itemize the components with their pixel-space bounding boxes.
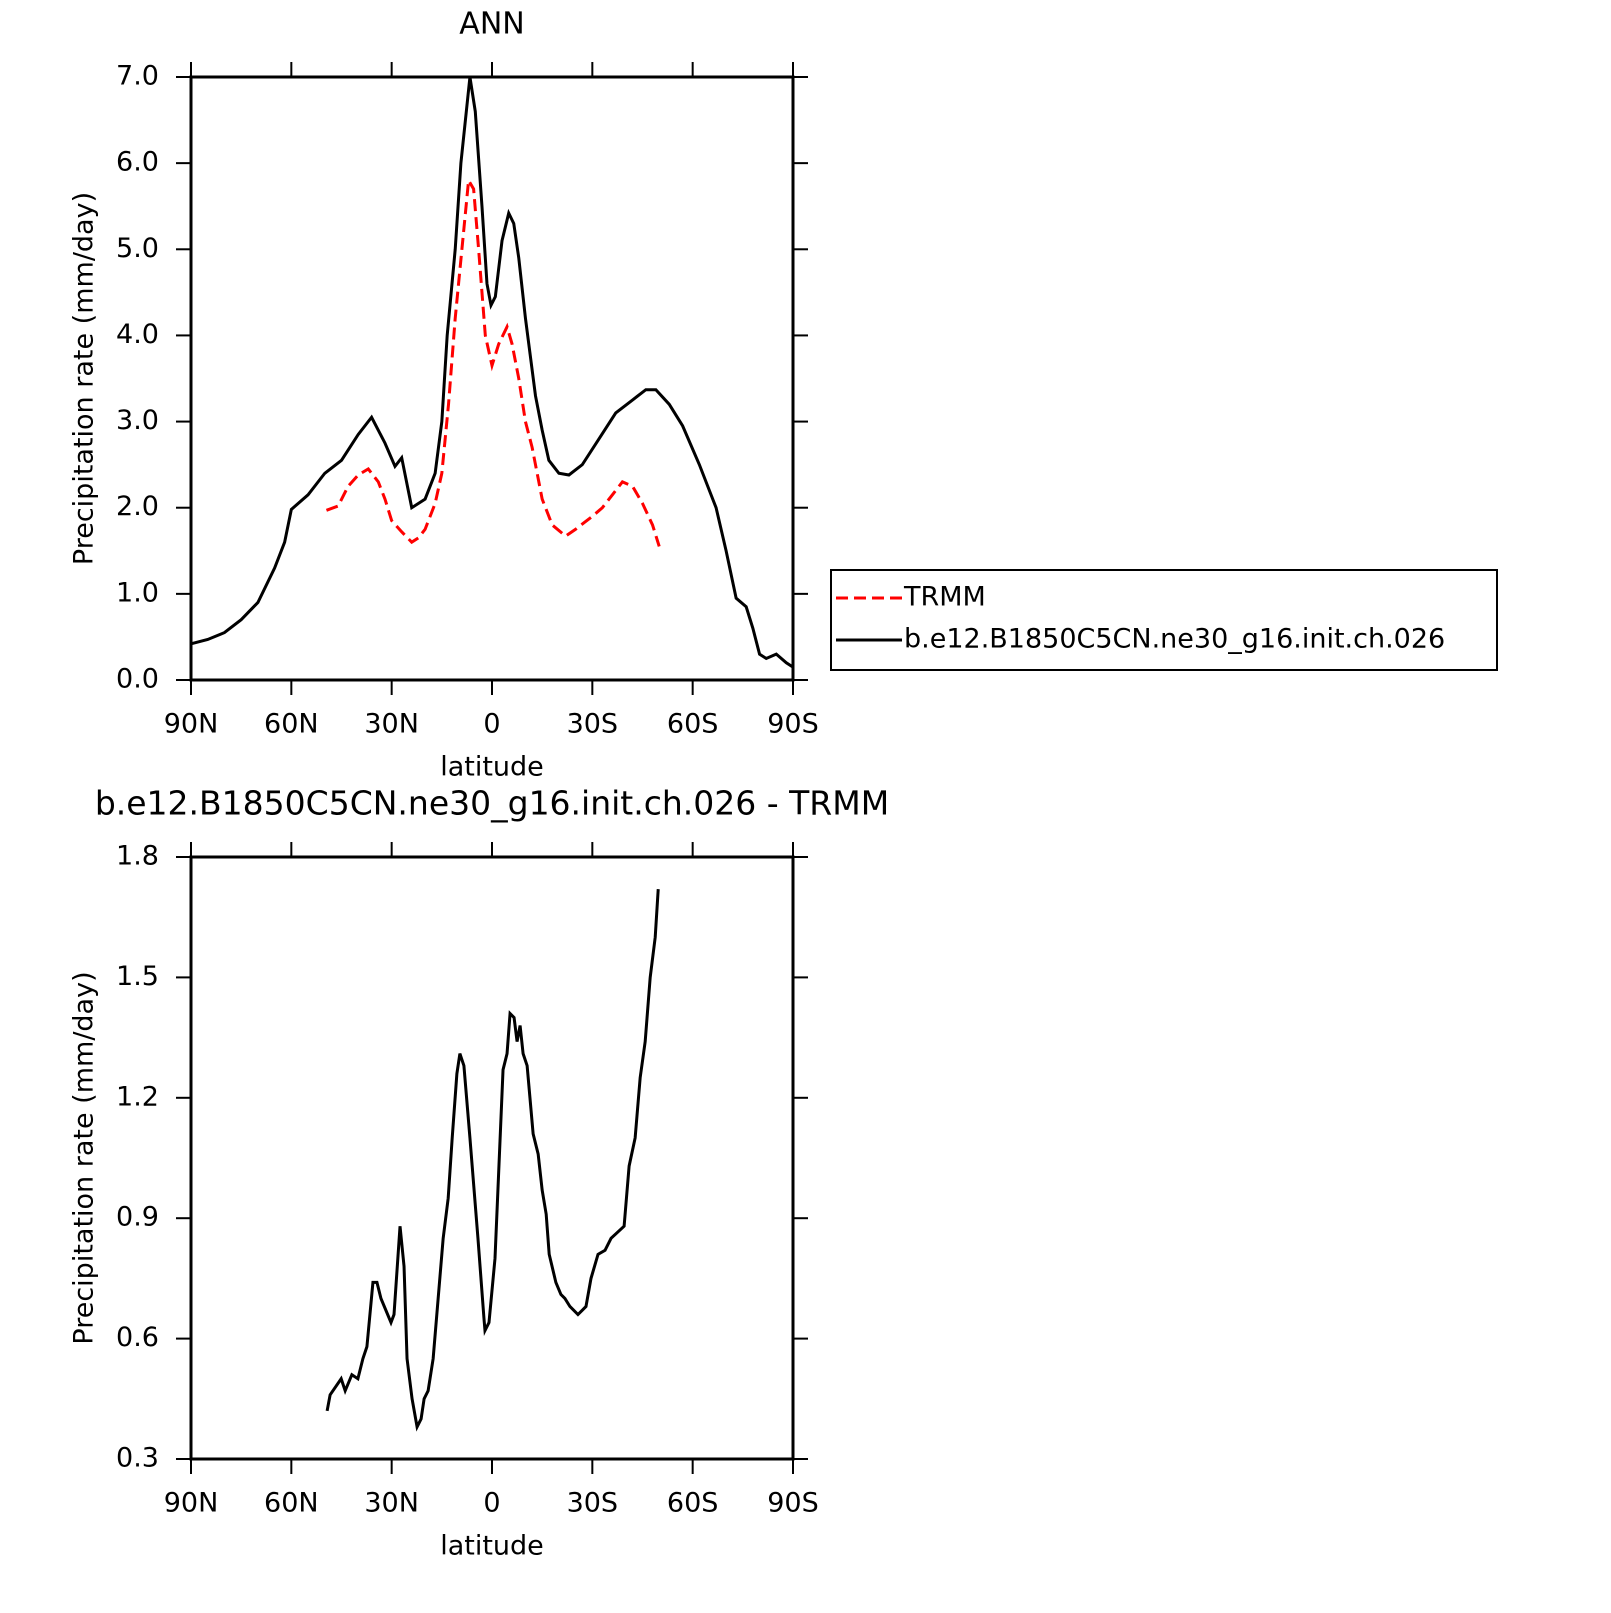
legend-label: TRMM <box>903 582 986 613</box>
x-tick-label: 90S <box>767 709 819 740</box>
x-tick-label: 30S <box>567 1488 619 1519</box>
x-tick-label: 0 <box>483 709 500 740</box>
x-tick-label: 0 <box>483 1488 500 1519</box>
x-tick-label: 60S <box>667 709 719 740</box>
x-tick-label: 30N <box>364 1488 419 1519</box>
y-tick-label: 0.3 <box>116 1443 159 1474</box>
x-tick-label: 60N <box>264 1488 319 1519</box>
y-tick-label: 1.0 <box>116 577 159 608</box>
legend: TRMM b.e12.B1850C5CN.ne30_g16.init.ch.026 <box>830 569 1498 671</box>
y-axis-label: Precipitation rate (mm/day) <box>69 192 100 565</box>
x-tick-label: 60S <box>667 1488 719 1519</box>
chart-title: b.e12.B1850C5CN.ne30_g16.init.ch.026 - T… <box>95 784 889 823</box>
y-tick-label: 7.0 <box>116 61 159 92</box>
y-tick-label: 1.2 <box>116 1081 159 1112</box>
panel: ANN Precipitation rate (mm/day) latitude 90… <box>69 7 1498 783</box>
y-axis-label: Precipitation rate (mm/day) <box>69 971 100 1344</box>
x-tick-label: 90N <box>164 1488 219 1519</box>
y-tick-label: 4.0 <box>116 319 159 350</box>
y-tick-label: 1.8 <box>116 841 159 872</box>
x-tick-label: 90S <box>767 1488 819 1519</box>
x-tick-label: 30S <box>567 709 619 740</box>
chart-title: ANN <box>459 7 524 42</box>
x-tick-label: 60N <box>264 709 319 740</box>
x-axis-label: latitude <box>440 1531 544 1562</box>
y-tick-label: 6.0 <box>116 147 159 178</box>
plot-frame <box>189 855 795 1461</box>
y-tick-label: 0.9 <box>116 1202 159 1233</box>
y-tick-label: 0.6 <box>116 1322 159 1353</box>
legend-box <box>830 569 1498 671</box>
plot-frame <box>189 75 795 682</box>
data-line <box>325 175 661 547</box>
y-tick-label: 2.0 <box>116 491 159 522</box>
x-tick-label: 30N <box>364 709 419 740</box>
legend-label: b.e12.B1850C5CN.ne30_g16.init.ch.026 <box>904 624 1445 655</box>
data-line <box>325 889 660 1432</box>
y-tick-label: 3.0 <box>116 405 159 436</box>
x-axis-label: latitude <box>440 752 544 783</box>
y-tick-label: 1.5 <box>116 961 159 992</box>
y-tick-label: 0.0 <box>116 664 159 695</box>
x-tick-label: 90N <box>164 709 219 740</box>
panel: b.e12.B1850C5CN.ne30_g16.init.ch.026 - T… <box>69 784 890 1562</box>
data-line <box>190 76 794 669</box>
y-tick-label: 5.0 <box>116 233 159 264</box>
